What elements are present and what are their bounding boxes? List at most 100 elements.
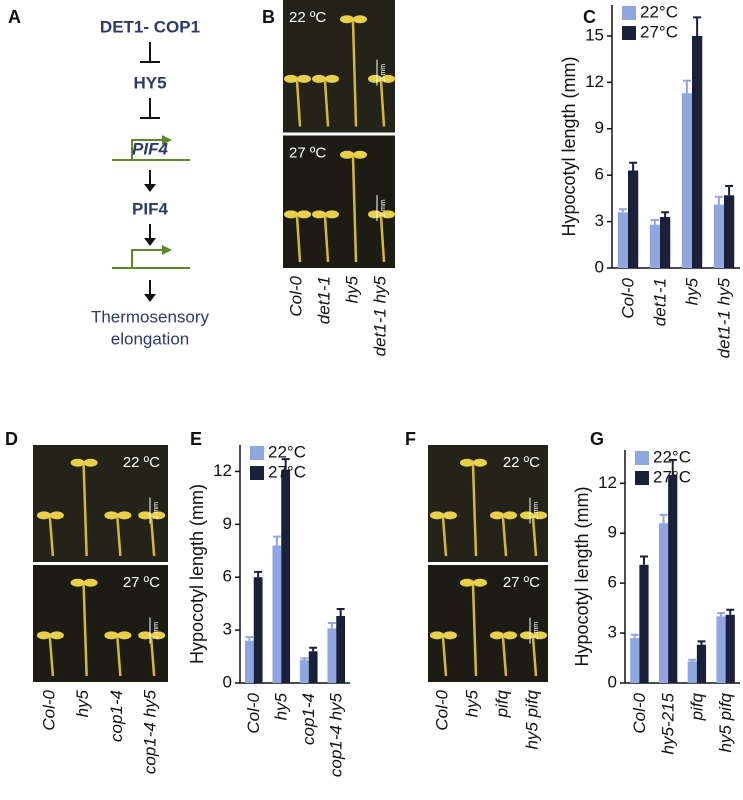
scale-label: 2 mm [380, 64, 387, 82]
cotyledon [353, 150, 367, 159]
cotyledon [503, 511, 517, 520]
cotyledon [312, 210, 326, 219]
error-bar [693, 16, 702, 36]
bar [649, 224, 660, 268]
panel-label: F [405, 429, 416, 449]
x-tick-label: hy5 [682, 277, 701, 305]
cotyledon [368, 74, 382, 83]
cotyledon [473, 458, 487, 467]
bar [327, 628, 337, 683]
y-tick-label: 6 [595, 165, 604, 184]
bar [630, 638, 640, 683]
y-tick-label: 15 [585, 25, 604, 44]
error-bar [309, 646, 318, 652]
genotype-label: det1-1 [314, 276, 333, 324]
node-label: PIF4 [132, 139, 168, 158]
y-tick-label: 12 [213, 461, 232, 480]
seedling [82, 464, 88, 557]
legend-swatch [635, 471, 649, 485]
error-bar [726, 608, 735, 615]
seedling [471, 464, 478, 557]
bar [724, 195, 735, 268]
cotyledon [151, 511, 166, 520]
seedling-photo [428, 445, 548, 562]
seedling [295, 216, 302, 263]
bar [660, 216, 671, 268]
error-bar [327, 622, 336, 629]
legend-label: 22°C [653, 447, 691, 466]
bar [692, 35, 703, 268]
cotyledon [70, 458, 85, 467]
genotype-label: pifq [492, 689, 511, 718]
error-bar [618, 208, 627, 213]
bar [253, 577, 263, 683]
bar [244, 640, 254, 683]
cotyledon [104, 631, 119, 640]
y-tick-label: 9 [595, 118, 604, 137]
legend-swatch [622, 6, 636, 20]
error-bar [714, 195, 723, 205]
seedling [351, 21, 358, 127]
error-bar [281, 458, 290, 470]
cotyledon [49, 511, 64, 520]
seedling [323, 216, 330, 263]
seedling [501, 637, 508, 677]
y-tick-label: 3 [608, 623, 617, 642]
cotyledon [490, 631, 504, 640]
legend-label: 27°C [268, 462, 306, 481]
x-tick-label: cop1-4 [299, 693, 318, 745]
cotyledon [460, 578, 474, 587]
cotyledon [83, 458, 98, 467]
cotyledon [284, 74, 298, 83]
error-bar [272, 535, 281, 546]
bar [336, 616, 346, 683]
bar [687, 661, 697, 683]
condition-label: 22 ºC [123, 454, 160, 471]
error-bar [254, 570, 263, 578]
x-tick-label: det1-1 [650, 278, 669, 326]
bar [628, 170, 639, 268]
bar [713, 204, 724, 268]
seedling [149, 517, 156, 557]
legend-label: 22°C [640, 2, 678, 21]
error-bar [629, 161, 638, 171]
genotype-label: cop1-4 hy5 [141, 689, 160, 774]
cotyledon [138, 631, 153, 640]
scale-label: 2 mm [153, 502, 160, 520]
cotyledon [284, 210, 298, 219]
seedling [379, 216, 386, 263]
bar [696, 644, 707, 683]
cotyledon [443, 511, 457, 520]
genotype-label: det1-1 hy5 [370, 275, 389, 356]
cotyledon [381, 210, 395, 219]
panel-label: E [190, 429, 202, 449]
cotyledon [381, 74, 395, 83]
seedling [531, 517, 538, 557]
error-bar [725, 185, 734, 196]
y-axis-label: Hypocotyl length (mm) [187, 484, 207, 664]
seedling [48, 637, 55, 677]
error-bar [668, 458, 677, 475]
cotyledon [36, 631, 51, 640]
panel-label: D [5, 429, 18, 449]
seedling [351, 156, 358, 263]
cotyledon [503, 631, 517, 640]
error-bar [336, 607, 345, 617]
cotyledon [430, 631, 444, 640]
seedling-photo [33, 445, 168, 562]
cotyledon [473, 578, 487, 587]
legend-swatch [250, 446, 264, 460]
condition-label: 27 ºC [503, 574, 540, 591]
panel-label: C [583, 7, 596, 27]
cotyledon [117, 511, 132, 520]
cotyledon [297, 74, 311, 83]
node-label: HY5 [133, 73, 166, 92]
cotyledon [104, 511, 119, 520]
error-bar [688, 658, 697, 662]
bar [281, 469, 291, 683]
genotype-label: Col-0 [286, 275, 305, 316]
bar [681, 93, 692, 269]
seedling [48, 517, 55, 557]
cotyledon [325, 210, 339, 219]
seedling [471, 584, 478, 677]
